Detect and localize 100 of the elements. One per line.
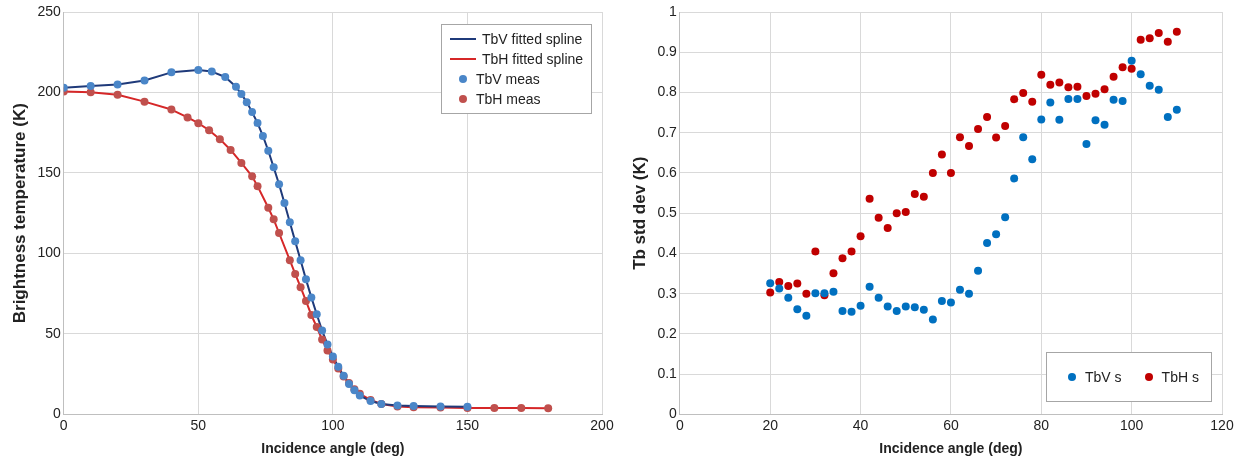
point — [955, 285, 964, 294]
point — [983, 113, 992, 122]
y-tick-label: 150 — [37, 163, 61, 180]
y-axis-title: Tb std dev (K) — [629, 156, 649, 270]
point — [775, 278, 784, 287]
x-tick-label: 150 — [455, 416, 480, 433]
point — [1127, 64, 1136, 73]
point — [946, 298, 955, 307]
point — [811, 247, 820, 256]
y-tick-label: 0 — [52, 405, 61, 422]
y-tick-label: 200 — [37, 83, 61, 100]
point — [1163, 113, 1172, 122]
point — [312, 310, 321, 319]
x-axis-title: Incidence angle (deg) — [879, 440, 1023, 457]
point — [205, 126, 214, 135]
point — [490, 403, 499, 412]
point — [965, 289, 973, 298]
point — [113, 80, 122, 89]
point — [937, 150, 946, 159]
point — [1163, 37, 1172, 46]
point — [1064, 94, 1073, 103]
y-tick-label: 0 — [669, 405, 678, 422]
point — [974, 125, 983, 134]
legend-label: TbH meas — [476, 90, 541, 109]
point — [1136, 35, 1145, 44]
point — [1172, 105, 1181, 114]
point — [775, 284, 784, 293]
point — [253, 119, 262, 128]
x-tick-label: 120 — [1210, 416, 1234, 433]
point — [194, 119, 203, 128]
point — [1118, 63, 1127, 72]
point — [883, 224, 892, 233]
point — [258, 131, 267, 140]
point — [237, 90, 246, 99]
point — [1091, 116, 1100, 125]
point — [1082, 92, 1091, 101]
legend-label: TbH s — [1161, 368, 1199, 388]
y-tick-label: 0.2 — [657, 324, 678, 341]
x-tick-label: 80 — [1033, 416, 1050, 433]
point — [194, 65, 203, 74]
point — [838, 254, 847, 263]
point — [1109, 72, 1118, 81]
point — [1091, 89, 1100, 98]
point — [1028, 97, 1037, 106]
point — [264, 146, 273, 155]
point — [264, 203, 273, 212]
point — [1100, 120, 1109, 129]
y-tick-label: 0.9 — [657, 43, 678, 60]
point — [269, 163, 278, 172]
x-tick-label: 60 — [943, 416, 959, 433]
point — [856, 232, 865, 241]
point — [285, 256, 294, 265]
point — [296, 283, 305, 292]
point — [1136, 70, 1145, 79]
point — [937, 296, 946, 305]
point — [1145, 81, 1154, 90]
point — [883, 302, 892, 311]
point — [766, 288, 775, 297]
point — [242, 98, 251, 107]
point — [248, 172, 257, 181]
point — [856, 301, 865, 310]
point — [802, 311, 811, 320]
legend-label: TbV meas — [476, 70, 540, 89]
point — [140, 97, 149, 106]
point — [1028, 155, 1037, 164]
point — [253, 182, 262, 191]
point — [307, 293, 316, 302]
point — [113, 90, 122, 99]
point — [1037, 115, 1046, 124]
point — [1082, 139, 1091, 148]
legend-label: TbV fitted spline — [482, 30, 583, 49]
point — [1145, 34, 1154, 43]
y-tick-label: 0.5 — [657, 204, 678, 221]
point — [847, 307, 856, 316]
point — [901, 302, 910, 311]
point — [983, 238, 992, 247]
point — [1064, 83, 1073, 92]
point — [232, 82, 240, 91]
y-tick-label: 100 — [37, 244, 61, 261]
x-tick-label: 50 — [190, 416, 207, 433]
point — [1073, 94, 1082, 103]
point — [291, 237, 300, 246]
point — [1073, 82, 1082, 91]
point — [1055, 115, 1064, 124]
point — [838, 306, 847, 315]
point — [784, 293, 793, 302]
point — [1001, 121, 1010, 130]
point — [928, 315, 937, 324]
point — [802, 289, 811, 298]
y-tick-label: 0.3 — [657, 284, 678, 301]
point — [874, 293, 883, 302]
point — [269, 215, 278, 224]
point — [318, 326, 327, 335]
point — [215, 135, 224, 144]
point — [237, 158, 246, 167]
point — [1172, 27, 1181, 36]
point — [183, 113, 192, 122]
point — [901, 207, 910, 216]
y-tick-label: 0.4 — [657, 244, 678, 261]
point — [291, 269, 300, 278]
